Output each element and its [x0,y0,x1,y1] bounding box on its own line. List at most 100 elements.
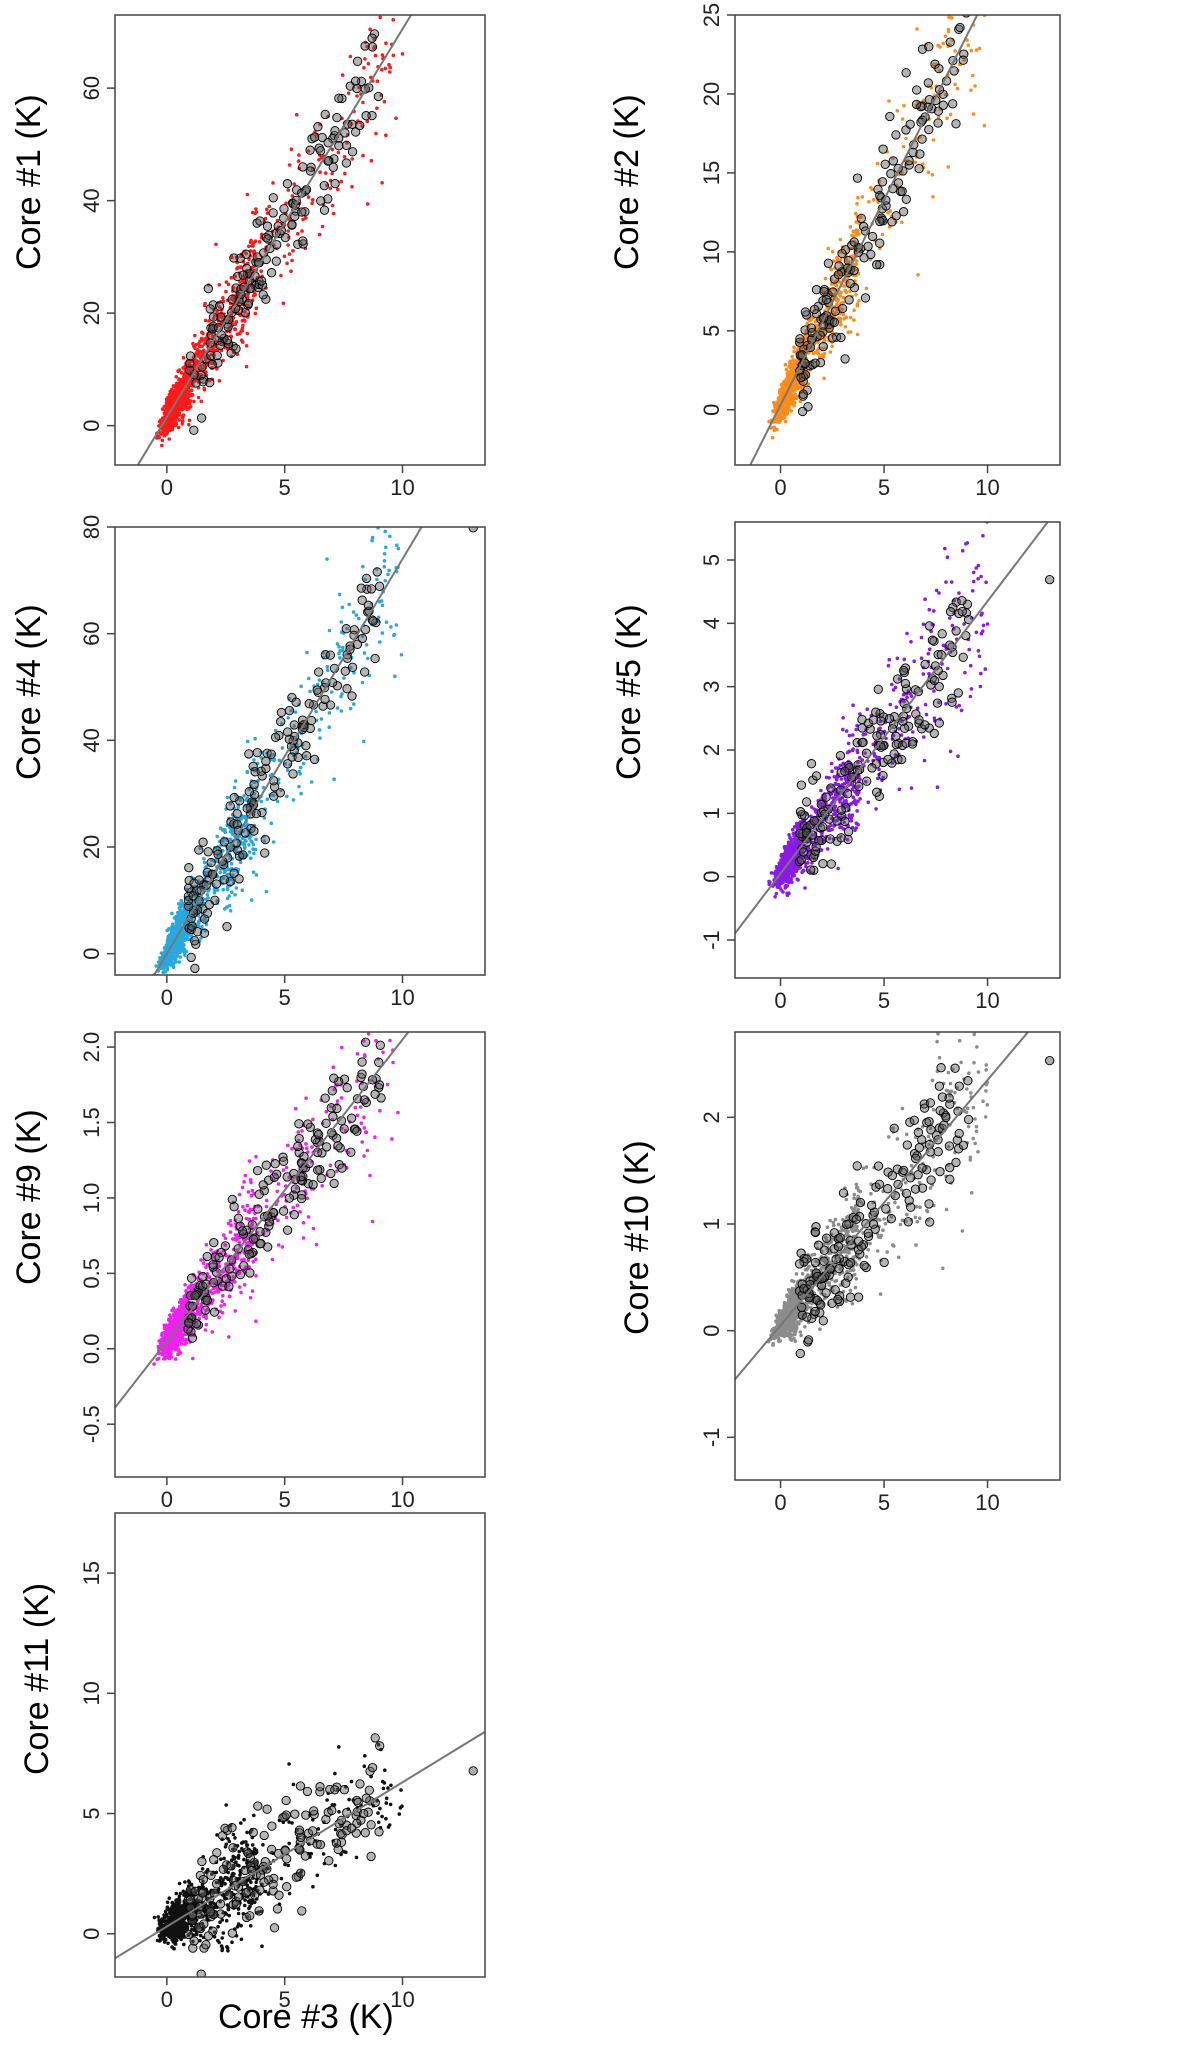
y-tick-label: 0 [79,948,104,960]
data-point [292,724,297,728]
data-point [203,318,208,323]
y-tick-label: 10 [699,240,724,264]
data-point [194,343,198,347]
highlight-point [205,304,215,314]
data-point [221,849,225,853]
highlight-point [811,309,822,319]
highlight-point [206,857,216,868]
data-point [383,10,387,14]
data-point [233,893,237,897]
regression-line [136,15,413,465]
data-point [969,88,973,93]
data-point [279,273,283,278]
highlight-point [203,847,213,857]
data-point [787,364,791,369]
data-point [380,631,385,635]
highlight-point [374,581,385,591]
highlight-point [238,850,248,860]
data-point [385,10,389,14]
data-point [366,656,370,661]
data-point [310,201,314,206]
highlight-point [276,716,286,727]
data-point [828,350,833,354]
data-point [210,858,214,862]
data-point [299,684,303,689]
x-tick-label: 0 [161,985,173,1010]
data-point [340,605,345,610]
data-point [867,200,871,204]
data-point [979,671,983,676]
highlight-point [962,15,971,18]
data-point [856,799,860,804]
data-point [382,559,387,563]
data-point [787,833,791,837]
outlier-point [469,0,477,3]
highlight-point [901,68,911,78]
data-point [176,942,181,947]
data-point [228,837,233,842]
highlight-point [185,351,196,361]
data-point [286,229,291,233]
data-point [229,821,234,826]
data-point [201,331,205,336]
highlight-point [332,112,342,123]
data-point [253,311,258,316]
regression-line [152,527,423,975]
data-point [927,671,931,676]
data-point [318,170,322,174]
data-point [198,846,202,851]
data-point [858,797,862,801]
highlight-point [893,178,904,188]
highlight-point [938,100,948,110]
highlight-point [923,78,933,88]
data-point [230,890,234,894]
data-point [916,273,920,277]
data-point [946,27,951,32]
data-point [886,663,891,668]
data-point [938,107,942,112]
data-point [360,680,365,685]
data-point [375,106,379,110]
data-point [865,707,869,711]
highlight-point [315,146,326,156]
data-point [340,692,344,696]
data-point [303,246,308,251]
data-point [981,623,986,628]
data-point [286,243,290,247]
data-point [394,116,398,120]
data-point [248,240,253,245]
data-point [851,733,855,737]
data-point [249,856,253,860]
data-point [853,211,858,216]
data-point [852,318,856,322]
data-point [170,387,174,392]
highlight-point [351,127,361,137]
data-point [834,810,838,814]
data-point [212,314,217,318]
data-point [860,195,865,199]
data-point [809,805,814,809]
data-point [808,337,812,342]
data-point [191,341,195,346]
regression-line [749,15,979,465]
highlight-point [844,295,854,305]
data-point [204,897,208,902]
data-point [775,427,779,432]
data-point [962,58,966,62]
data-point [178,388,183,392]
data-point [299,791,303,796]
data-point [238,265,243,269]
data-point [926,651,931,656]
data-point [851,703,855,707]
data-point [308,689,312,694]
data-point [184,391,189,395]
data-point [233,828,238,833]
data-point [969,687,974,691]
data-point [855,332,860,337]
data-point [849,254,853,259]
data-point [234,886,239,890]
data-point [832,775,837,779]
data-point [271,840,276,844]
data-point [298,765,303,770]
